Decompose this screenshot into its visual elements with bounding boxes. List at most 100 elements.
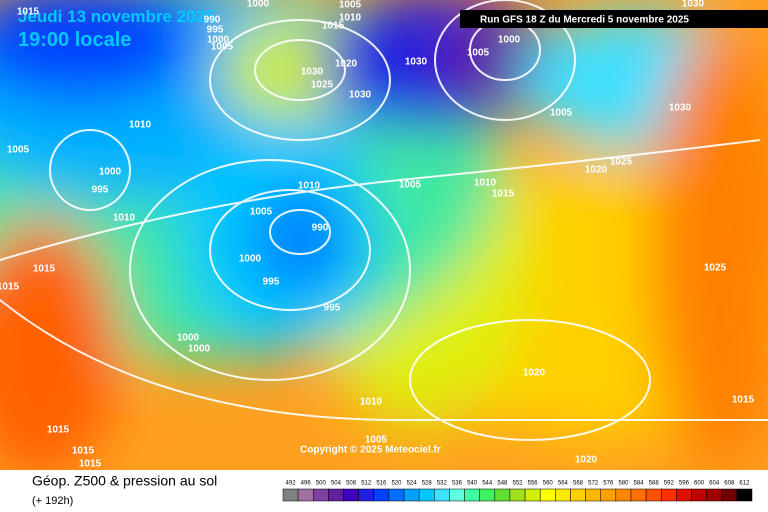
isobar-label: 1015 bbox=[322, 21, 345, 32]
isobar-label: 1010 bbox=[474, 178, 497, 189]
scale-swatch bbox=[464, 488, 480, 502]
isobar-label: 1020 bbox=[585, 165, 608, 176]
scale-label: 584 bbox=[634, 481, 645, 487]
isobar-label: 1025 bbox=[704, 263, 727, 274]
isobar-label: 1005 bbox=[399, 180, 422, 191]
isobar-label: 1015 bbox=[732, 395, 755, 406]
isobar-label: 1020 bbox=[575, 455, 598, 466]
isobar-label: 1030 bbox=[301, 67, 324, 78]
scale-label: 492 bbox=[286, 481, 297, 487]
isobar-label: 1015 bbox=[0, 282, 20, 293]
forecast-time: 19:00 locale bbox=[18, 29, 131, 51]
scale-label: 516 bbox=[376, 481, 387, 487]
scale-label: 548 bbox=[497, 481, 508, 487]
scale-swatch bbox=[449, 488, 465, 502]
isobar-label: 1005 bbox=[467, 48, 490, 59]
isobar-label: 1030 bbox=[405, 57, 428, 68]
isobar-label: 995 bbox=[263, 277, 280, 288]
scale-label: 496 bbox=[301, 481, 312, 487]
scale-swatch bbox=[373, 488, 390, 502]
scale-swatch bbox=[434, 488, 450, 502]
isobar-label: 1015 bbox=[17, 7, 40, 18]
scale-swatch bbox=[645, 488, 662, 502]
run-banner bbox=[460, 10, 768, 28]
scale-label: 568 bbox=[573, 481, 584, 487]
geopotential-field bbox=[0, 0, 768, 470]
scale-label: 600 bbox=[694, 481, 705, 487]
isobar-label: 1000 bbox=[188, 344, 211, 355]
scale-swatch bbox=[721, 488, 738, 502]
isobar-label: 1005 bbox=[250, 207, 273, 218]
scale-label: 556 bbox=[528, 481, 539, 487]
copyright: Copyright © 2025 Meteociel.fr bbox=[300, 445, 441, 456]
isobar-label: 1010 bbox=[129, 120, 152, 131]
isobar-label: 1005 bbox=[365, 435, 388, 446]
scale-swatch bbox=[282, 488, 299, 502]
isobar-label: 1005 bbox=[550, 108, 573, 119]
scale-swatch bbox=[615, 488, 632, 502]
scale-swatch bbox=[555, 488, 571, 502]
scale-label: 524 bbox=[407, 481, 418, 487]
isobar-label: 1000 bbox=[207, 35, 230, 46]
isobar-label: 1025 bbox=[311, 80, 334, 91]
isobar-label: 1000 bbox=[247, 0, 270, 10]
isobar-label: 1015 bbox=[33, 264, 56, 275]
isobar-label: 1005 bbox=[339, 0, 362, 11]
scale-label: 596 bbox=[679, 481, 690, 487]
isobar-label: 1000 bbox=[177, 333, 200, 344]
isobar-label: 1015 bbox=[47, 425, 70, 436]
isobar-label: 990 bbox=[312, 223, 329, 234]
scale-label: 544 bbox=[482, 481, 493, 487]
scale-swatch bbox=[630, 488, 647, 502]
scale-swatch bbox=[358, 488, 375, 502]
scale-swatch bbox=[403, 488, 420, 502]
scale-swatch bbox=[509, 488, 526, 502]
scale-label: 560 bbox=[543, 481, 554, 487]
scale-swatch bbox=[524, 488, 541, 502]
scale-swatch bbox=[585, 488, 601, 502]
scale-swatch bbox=[479, 488, 496, 502]
scale-swatch bbox=[660, 488, 677, 502]
scale-label: 532 bbox=[437, 481, 448, 487]
scale-label: 604 bbox=[709, 481, 720, 487]
scale-label: 512 bbox=[361, 481, 372, 487]
scale-label: 580 bbox=[618, 481, 629, 487]
isobar-label: 1000 bbox=[498, 35, 521, 46]
run-info: Run GFS 18 Z du Mercredi 5 novembre 2025 bbox=[480, 15, 689, 26]
scale-label: 520 bbox=[391, 481, 402, 487]
scale-swatch bbox=[297, 488, 314, 502]
isobar-label: 990 bbox=[204, 15, 221, 26]
scale-label: 592 bbox=[664, 481, 675, 487]
scale-swatch bbox=[691, 488, 707, 502]
scale-swatch bbox=[313, 488, 329, 502]
scale-label: 612 bbox=[739, 481, 750, 487]
isobar-label: 1015 bbox=[72, 446, 95, 457]
scale-label: 572 bbox=[588, 481, 599, 487]
isobar-label: 1005 bbox=[7, 145, 30, 156]
isobar-label: 1010 bbox=[113, 213, 136, 224]
isobar-label: 1015 bbox=[79, 459, 102, 470]
scale-label: 504 bbox=[331, 481, 342, 487]
scale-swatch bbox=[343, 488, 359, 502]
scale-swatch bbox=[418, 488, 435, 502]
scale-label: 552 bbox=[512, 481, 523, 487]
scale-label: 508 bbox=[346, 481, 357, 487]
isobar-label: 1030 bbox=[669, 103, 692, 114]
scale-swatch bbox=[328, 488, 344, 502]
isobar-label: 995 bbox=[324, 303, 341, 314]
isobar-label: 1020 bbox=[523, 368, 546, 379]
isobar-label: 1020 bbox=[335, 59, 358, 70]
scale-label: 500 bbox=[316, 481, 327, 487]
footer-lead: (+ 192h) bbox=[32, 495, 73, 507]
forecast-date: Jeudi 13 novembre 2025 bbox=[18, 7, 215, 26]
isobar-label: 1030 bbox=[682, 0, 705, 10]
footer-title: Géop. Z500 & pression au sol bbox=[32, 473, 217, 489]
isobar-label: 1010 bbox=[339, 13, 362, 24]
scale-swatch bbox=[676, 488, 692, 502]
isobar-label: 1000 bbox=[239, 254, 262, 265]
scale-swatch bbox=[494, 488, 511, 502]
isobar-label: 1015 bbox=[492, 189, 515, 200]
scale-swatch bbox=[570, 488, 586, 502]
